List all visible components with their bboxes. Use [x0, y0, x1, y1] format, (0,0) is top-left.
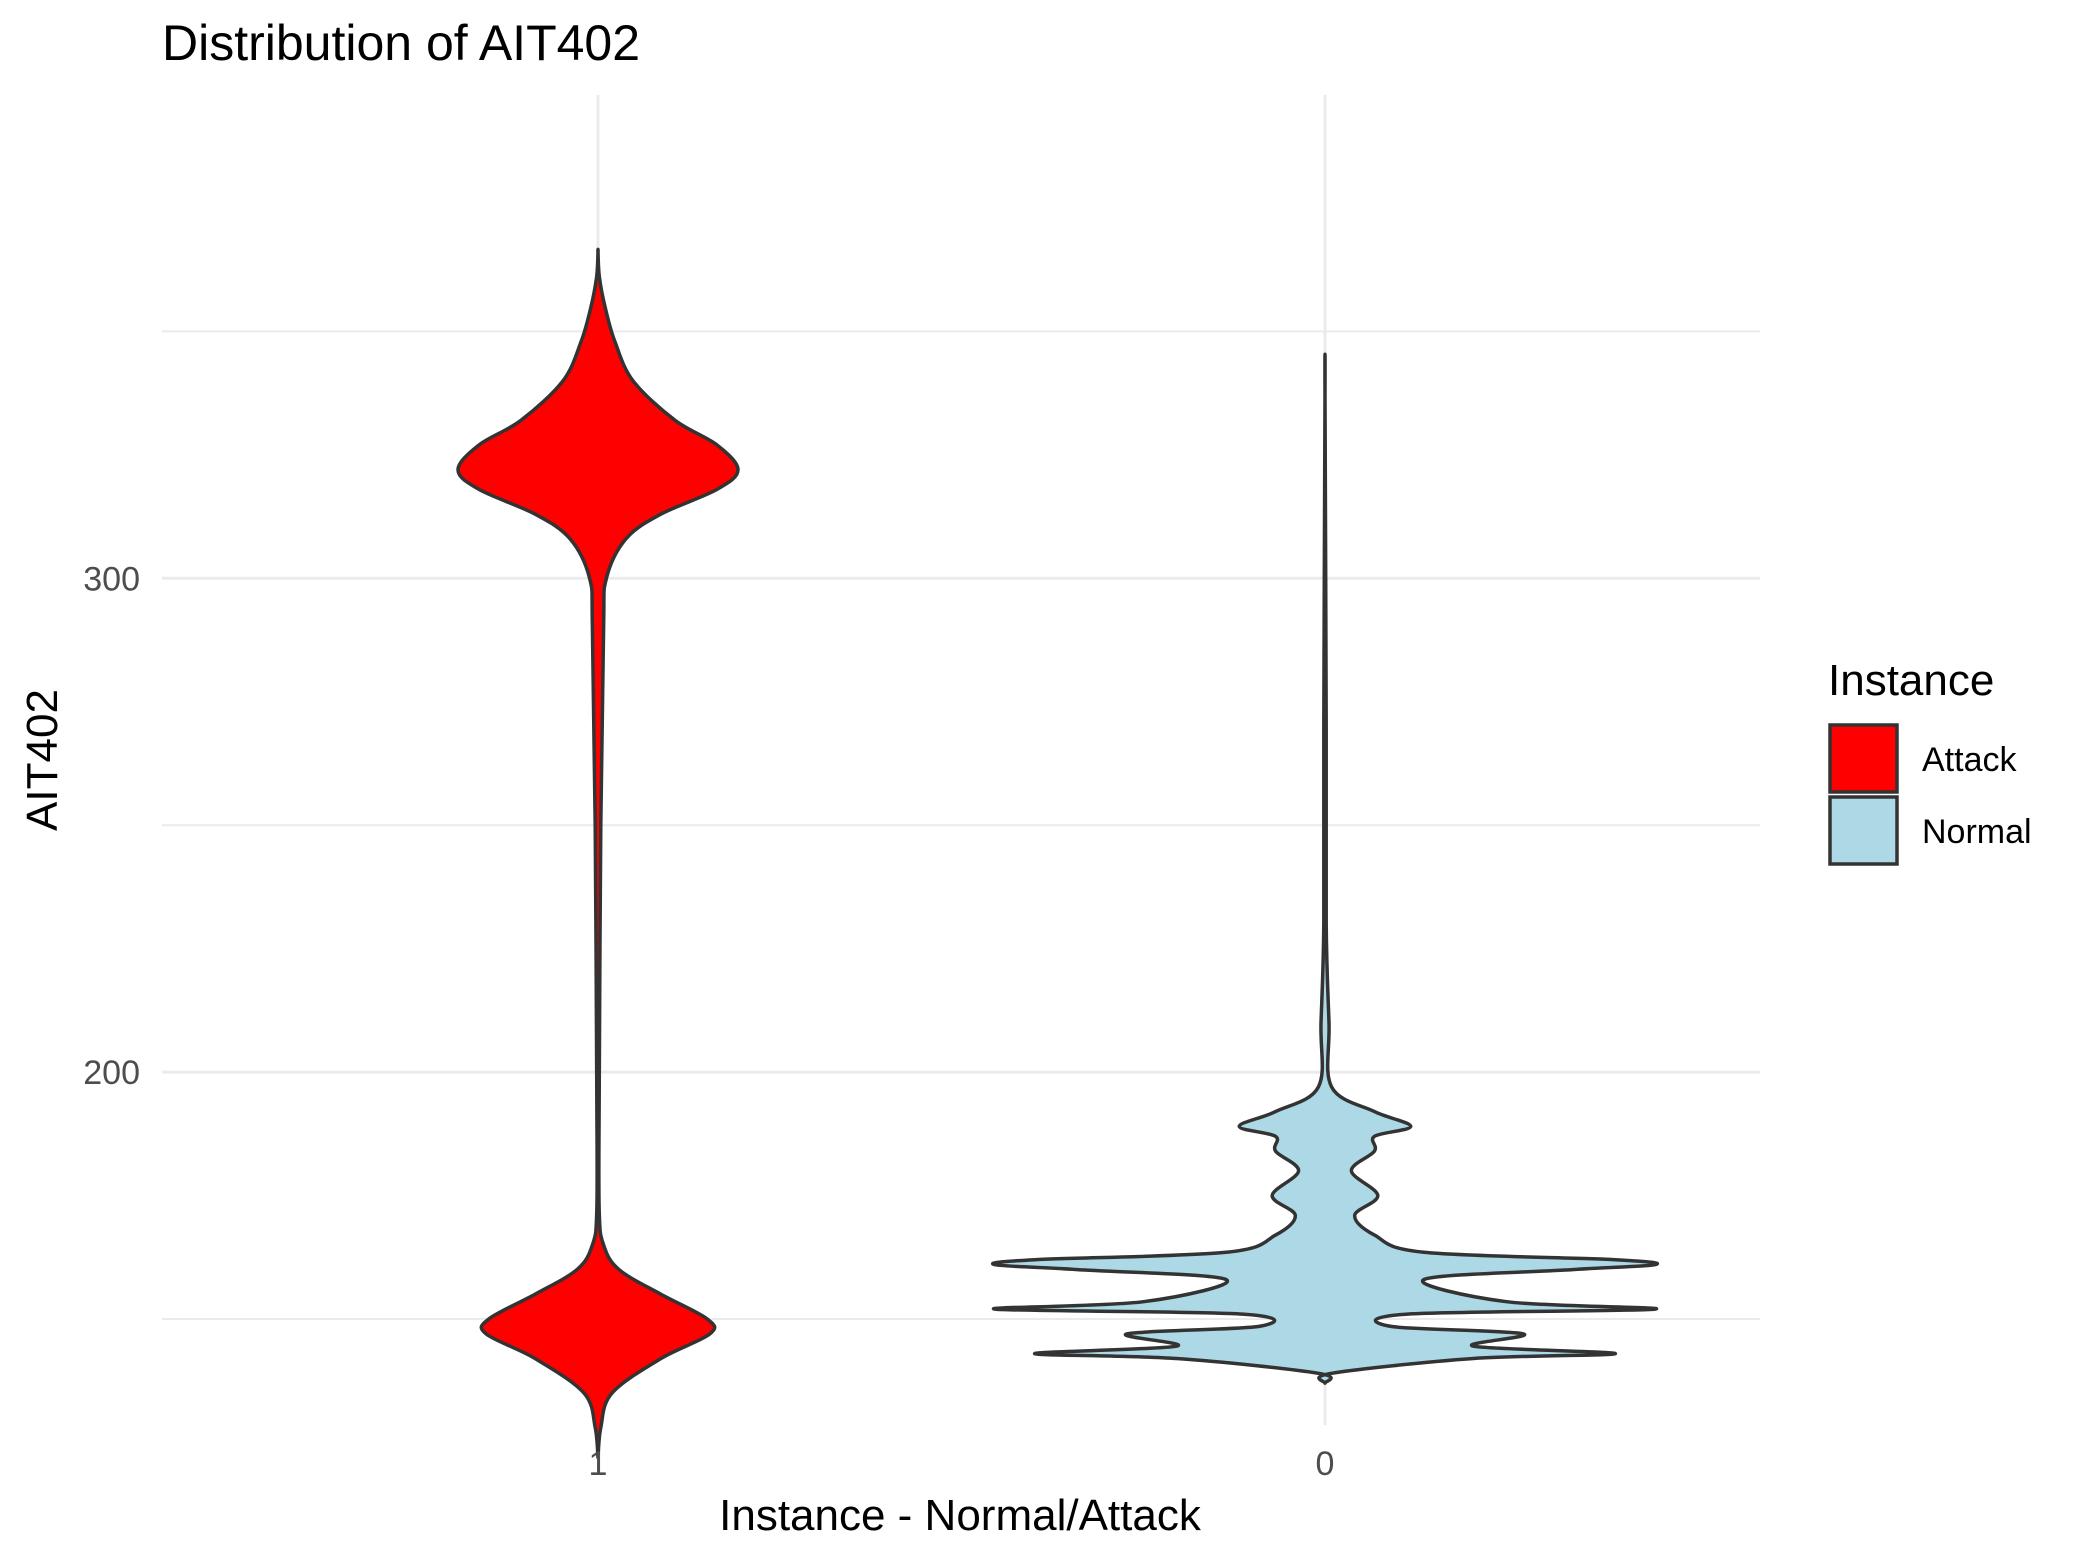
- legend-title: Instance: [1828, 656, 1994, 705]
- y-axis-title: AIT402: [18, 689, 67, 831]
- y-axis-ticks: 200 300: [83, 560, 140, 1092]
- legend: Instance Attack Normal: [1828, 656, 2032, 866]
- legend-label-attack: Attack: [1922, 741, 2017, 779]
- y-tick-label: 200: [83, 1054, 140, 1092]
- x-tick-label: 1: [589, 1445, 608, 1483]
- x-axis-title: Instance - Normal/Attack: [719, 1491, 1202, 1540]
- grid-lines: [162, 95, 1760, 1425]
- legend-label-normal: Normal: [1922, 813, 2032, 851]
- violin-attack: [456, 247, 740, 1460]
- violin-normal: [991, 352, 1660, 1385]
- chart-title: Distribution of AIT402: [162, 15, 640, 71]
- x-tick-label: 0: [1316, 1445, 1335, 1483]
- y-tick-label: 300: [83, 560, 140, 598]
- legend-key-normal: [1828, 795, 1899, 866]
- legend-key-attack: [1828, 723, 1899, 794]
- violins: [456, 247, 1660, 1460]
